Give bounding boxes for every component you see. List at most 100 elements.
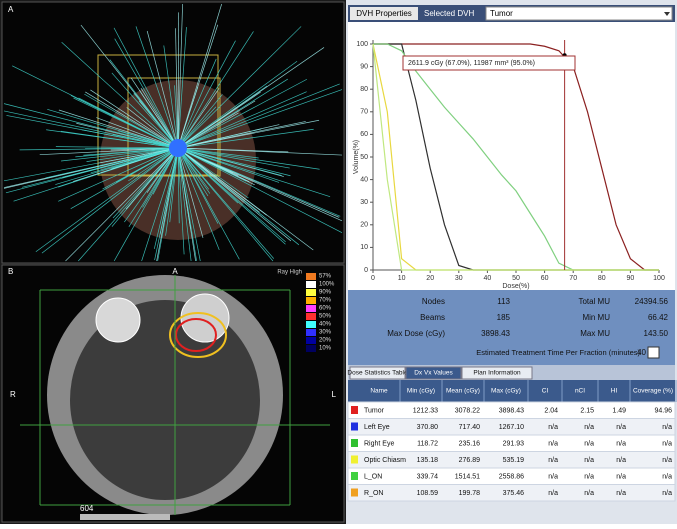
x-axis-label: Dose(%) (502, 283, 529, 290)
colorbar-label: 30% (319, 330, 332, 336)
column-header: CI (542, 388, 549, 395)
selected-dvh-value: Tumor (490, 9, 513, 18)
row-cell: n/a (616, 424, 626, 431)
column-header: Max (cGy) (491, 388, 521, 395)
y-tick-label: 60 (360, 131, 368, 138)
x-tick-label: 80 (598, 275, 606, 282)
x-tick-label: 90 (627, 275, 635, 282)
time-spinner[interactable] (648, 347, 659, 358)
y-tick-label: 40 (360, 176, 368, 183)
row-cell: n/a (584, 473, 594, 480)
row-name: R_ON (364, 490, 383, 497)
stat-label: Total MU (578, 297, 610, 306)
row-swatch (351, 423, 358, 431)
row-cell: 3078.22 (455, 407, 480, 414)
colorbar-swatch (306, 345, 316, 352)
row-swatch (351, 472, 358, 480)
row-cell: 135.18 (417, 457, 439, 464)
row-cell: n/a (584, 424, 594, 431)
row-cell: 1267.10 (499, 424, 524, 431)
colorbar-swatch (306, 337, 316, 344)
y-tick-label: 50 (360, 154, 368, 161)
colorbar-label: 10% (319, 346, 332, 352)
selected-dvh-dropdown[interactable] (486, 7, 672, 20)
panel-label: A (8, 5, 14, 14)
row-cell: 235.16 (459, 440, 481, 447)
colorbar-swatch (306, 273, 316, 280)
row-cell: 375.46 (503, 490, 525, 497)
colorbar-swatch (306, 329, 316, 336)
stat-label: Max Dose (cGy) (387, 329, 445, 338)
colorbar-label: 57% (319, 274, 332, 280)
row-cell: 94.96 (654, 407, 672, 414)
x-tick-label: 0 (371, 275, 375, 282)
annotation: 2611.9 cGy (67.0%), 11987 mm³ (95.0%) (408, 60, 535, 67)
x-tick-label: 30 (455, 275, 463, 282)
row-cell: 1514.51 (455, 473, 480, 480)
column-header: HI (611, 388, 618, 395)
tab-label: Dose Statistics Table (347, 370, 408, 377)
colorbar-title: Ray High (277, 270, 302, 276)
colorbar-label: 70% (319, 298, 332, 304)
row-cell: n/a (616, 490, 626, 497)
row-cell: 276.89 (459, 457, 481, 464)
column-header: Name (370, 388, 388, 395)
row-cell: n/a (584, 440, 594, 447)
orientation-label: A (172, 267, 178, 276)
y-axis-label: Volume(%) (353, 140, 360, 174)
stat-label: Max MU (580, 329, 610, 338)
page: { "panels": { "a_label": "A", "b_label":… (0, 0, 677, 524)
colorbar-swatch (306, 305, 316, 312)
x-tick-label: 20 (426, 275, 434, 282)
colorbar-swatch (306, 289, 316, 296)
selected-dvh-label: Selected DVH (424, 9, 474, 18)
column-header: Mean (cGy) (446, 388, 480, 395)
stat-value: 113 (497, 297, 510, 306)
tabs: Dose Statistics TableDx Vx ValuesPlan In… (347, 367, 532, 379)
y-tick-label: 30 (360, 199, 368, 206)
row-cell: 717.40 (459, 424, 481, 431)
row-cell: 2.15 (580, 407, 594, 414)
row-cell: n/a (662, 440, 672, 447)
y-tick-label: 0 (364, 267, 368, 274)
colorbar-swatch (306, 313, 316, 320)
row-cell: 1212.33 (413, 407, 438, 414)
row-swatch (351, 489, 358, 497)
x-tick-label: 50 (512, 275, 520, 282)
colorbar-label: 100% (319, 282, 335, 288)
stat-value: 24394.56 (635, 297, 669, 306)
stat-label: Min MU (582, 313, 610, 322)
row-cell: 1.49 (612, 407, 626, 414)
y-tick-label: 20 (360, 222, 368, 229)
column-header: nCI (575, 388, 585, 395)
row-name: Left Eye (364, 424, 390, 431)
row-name: Tumor (364, 407, 385, 414)
target (169, 139, 187, 157)
right-eye (96, 298, 140, 342)
tab-label: Plan Information (473, 370, 521, 377)
row-cell: 118.72 (417, 440, 438, 447)
colorbar-swatch (306, 281, 316, 288)
stat-value: 185 (497, 313, 511, 322)
colorbar-swatch (306, 321, 316, 328)
y-tick-label: 70 (360, 109, 368, 116)
row-cell: 108.59 (417, 490, 439, 497)
row-cell: n/a (548, 440, 558, 447)
y-tick-label: 80 (360, 86, 368, 93)
y-tick-label: 100 (356, 41, 368, 48)
y-tick-label: 10 (360, 244, 368, 251)
row-swatch (351, 456, 358, 464)
row-cell: n/a (584, 457, 594, 464)
colorbar-label: 20% (319, 338, 332, 344)
orientation-label: L (332, 390, 337, 399)
column-header: Coverage (%) (633, 388, 673, 395)
left-eye (181, 294, 229, 342)
x-tick-label: 40 (484, 275, 492, 282)
row-cell: 3898.43 (499, 407, 524, 414)
row-cell: n/a (616, 457, 626, 464)
panel-label: B (8, 267, 13, 276)
time-value: 40 (637, 348, 646, 357)
row-swatch (351, 406, 358, 414)
row-cell: n/a (548, 473, 558, 480)
row-name: Right Eye (364, 440, 394, 447)
